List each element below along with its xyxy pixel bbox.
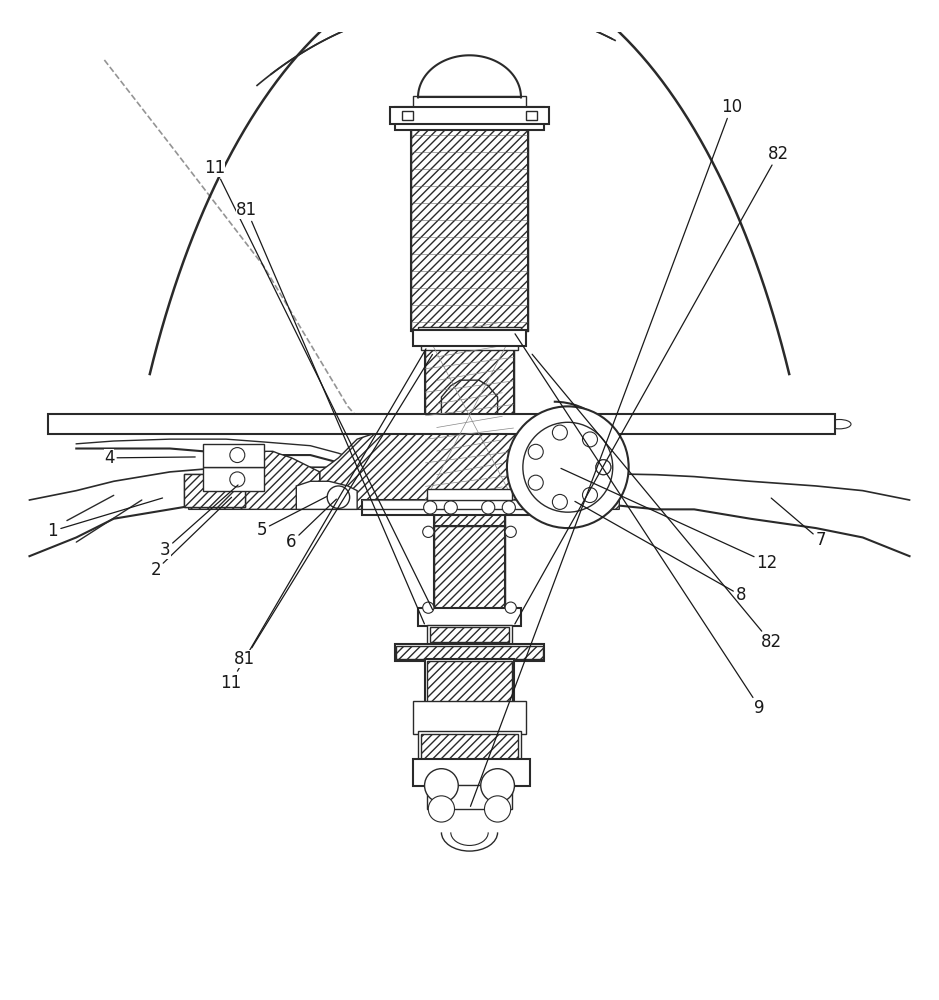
Circle shape — [582, 488, 597, 503]
Circle shape — [423, 602, 434, 613]
Circle shape — [582, 432, 597, 447]
Circle shape — [523, 422, 613, 512]
Ellipse shape — [135, 419, 158, 429]
Ellipse shape — [69, 419, 93, 429]
Bar — [434, 495, 505, 528]
Bar — [390, 107, 549, 124]
Bar — [413, 96, 526, 107]
Circle shape — [485, 796, 511, 822]
Ellipse shape — [692, 419, 716, 429]
Circle shape — [423, 526, 434, 537]
Circle shape — [507, 406, 628, 528]
Bar — [394, 644, 545, 661]
Bar — [48, 414, 835, 434]
Bar — [362, 500, 577, 515]
Circle shape — [424, 769, 458, 802]
Polygon shape — [319, 380, 620, 509]
Bar — [413, 330, 526, 346]
Bar — [434, 526, 505, 612]
Bar — [421, 734, 518, 760]
Text: 7: 7 — [771, 498, 825, 549]
Text: 6: 6 — [286, 499, 336, 551]
Text: 12: 12 — [561, 468, 777, 572]
Bar — [425, 659, 514, 704]
Bar — [427, 661, 512, 702]
Bar — [411, 126, 529, 331]
Text: 11: 11 — [204, 159, 433, 610]
Bar — [425, 331, 514, 500]
Circle shape — [428, 796, 454, 822]
Circle shape — [505, 526, 516, 537]
Text: 8: 8 — [575, 501, 747, 604]
Bar — [434, 495, 505, 528]
Circle shape — [596, 460, 611, 475]
Text: 2: 2 — [150, 497, 232, 579]
Circle shape — [502, 501, 516, 514]
Circle shape — [481, 769, 515, 802]
Bar — [203, 444, 264, 467]
Ellipse shape — [827, 419, 851, 429]
Bar — [526, 111, 537, 120]
Text: 11: 11 — [220, 349, 426, 692]
Text: 1: 1 — [48, 498, 162, 540]
Ellipse shape — [777, 419, 799, 429]
Bar — [427, 625, 512, 645]
Bar — [427, 785, 512, 809]
Circle shape — [230, 472, 245, 487]
Circle shape — [327, 486, 349, 508]
Text: 9: 9 — [515, 334, 765, 717]
Bar — [413, 701, 526, 734]
Bar — [430, 627, 509, 642]
Bar — [394, 107, 545, 130]
Circle shape — [444, 501, 457, 514]
Bar — [425, 331, 514, 500]
Circle shape — [230, 448, 245, 463]
Bar — [418, 608, 521, 626]
Bar — [413, 759, 531, 786]
Circle shape — [529, 475, 544, 490]
Text: 10: 10 — [470, 98, 742, 806]
Text: 82: 82 — [532, 354, 781, 651]
Circle shape — [505, 602, 516, 613]
Circle shape — [423, 501, 437, 514]
Ellipse shape — [228, 419, 252, 429]
Text: 81: 81 — [234, 354, 433, 668]
Bar — [418, 327, 521, 336]
Bar — [184, 474, 245, 507]
Circle shape — [596, 460, 611, 475]
Bar — [421, 335, 518, 350]
Bar — [402, 111, 413, 120]
Circle shape — [552, 494, 567, 509]
Bar — [411, 126, 529, 331]
Text: 81: 81 — [236, 201, 424, 624]
Bar — [434, 526, 505, 612]
Bar — [396, 646, 543, 659]
Bar — [203, 467, 264, 491]
Ellipse shape — [598, 419, 622, 429]
Circle shape — [552, 425, 567, 440]
Text: 82: 82 — [515, 145, 789, 624]
Bar — [418, 731, 521, 762]
Bar — [427, 489, 512, 500]
Ellipse shape — [327, 419, 350, 429]
Text: 4: 4 — [104, 449, 195, 467]
Circle shape — [482, 501, 495, 514]
Text: 5: 5 — [256, 497, 327, 539]
Bar — [184, 474, 245, 507]
Polygon shape — [297, 481, 357, 509]
Polygon shape — [189, 451, 319, 509]
Text: 3: 3 — [160, 485, 239, 559]
Circle shape — [529, 444, 544, 459]
